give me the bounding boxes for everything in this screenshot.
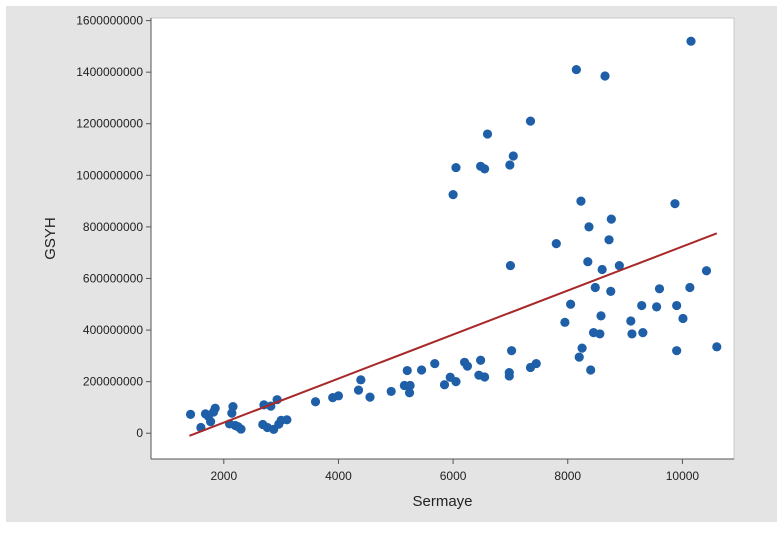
y-tick-label: 600000000 — [83, 271, 143, 285]
data-point — [185, 409, 196, 419]
x-tick-label: 6000 — [440, 469, 467, 483]
data-point — [604, 235, 614, 245]
data-point — [439, 380, 450, 390]
data-point — [652, 302, 662, 312]
data-point — [590, 282, 600, 293]
data-point — [614, 260, 624, 271]
fit-line-layer — [189, 232, 718, 437]
data-point — [386, 386, 396, 397]
data-point — [480, 372, 490, 382]
data-point — [597, 264, 607, 275]
data-point — [505, 160, 515, 170]
data-point — [508, 151, 518, 161]
data-point — [595, 329, 605, 339]
y-tick-label: 0 — [136, 426, 143, 440]
x-axis-label: Sermaye — [412, 493, 472, 510]
data-point — [606, 214, 616, 224]
data-point — [596, 311, 606, 321]
data-point — [365, 392, 375, 402]
data-point — [571, 64, 581, 75]
data-point — [574, 352, 584, 362]
data-point — [310, 397, 321, 407]
data-point — [627, 329, 637, 339]
data-point — [670, 199, 680, 209]
plot-area — [150, 17, 735, 460]
data-point — [686, 36, 696, 46]
data-point — [356, 375, 366, 385]
data-point — [430, 358, 440, 369]
data-point — [672, 346, 682, 356]
data-point — [600, 71, 610, 81]
x-tick-label: 4000 — [325, 469, 352, 483]
data-point — [462, 361, 473, 371]
data-point — [583, 257, 593, 267]
data-point — [626, 316, 636, 326]
data-point — [353, 385, 364, 395]
data-point — [451, 162, 461, 173]
data-point — [678, 313, 688, 324]
data-point — [448, 190, 458, 200]
data-point — [577, 343, 587, 353]
x-tick-label: 10000 — [666, 469, 700, 483]
x-axis: 2000 4000 6000 8000 10000 — [151, 458, 734, 483]
y-axis: 0 200000000 400000000 600000000 800000000 100… — [76, 14, 152, 459]
x-tick-label: 2000 — [210, 469, 237, 483]
data-point — [654, 284, 665, 294]
data-point — [586, 365, 596, 375]
data-point — [206, 417, 216, 427]
y-tick-label: 400000000 — [83, 323, 143, 337]
data-point — [402, 365, 412, 376]
y-tick-label: 200000000 — [83, 375, 143, 389]
data-point — [638, 328, 648, 338]
y-axis-label: GSYH — [42, 217, 59, 260]
data-point — [228, 402, 238, 412]
data-point — [333, 391, 344, 401]
data-point — [531, 358, 541, 369]
data-point — [506, 346, 517, 356]
data-point — [504, 371, 514, 381]
data-point — [404, 388, 415, 398]
data-point — [685, 282, 695, 293]
data-point — [416, 365, 427, 375]
data-point — [551, 239, 561, 249]
data-point — [505, 260, 516, 271]
data-point — [451, 377, 461, 387]
y-tick-label: 1600000000 — [76, 14, 143, 28]
y-tick-label: 1000000000 — [76, 168, 143, 182]
y-tick-label: 1400000000 — [76, 65, 143, 79]
data-point — [576, 196, 586, 206]
data-point — [480, 164, 490, 174]
data-point — [701, 266, 712, 276]
data-point — [405, 380, 415, 391]
data-point — [525, 116, 536, 126]
data-point — [637, 300, 647, 311]
regression-line — [189, 232, 718, 437]
x-tick-label: 8000 — [554, 469, 581, 483]
data-point — [566, 299, 576, 309]
data-point — [482, 129, 493, 139]
y-tick-label: 1200000000 — [76, 117, 143, 131]
data-point — [712, 342, 722, 352]
data-points — [185, 36, 722, 434]
y-tick-label: 800000000 — [83, 220, 143, 234]
data-point — [282, 415, 292, 425]
data-point — [560, 317, 570, 327]
data-point — [210, 403, 220, 413]
data-point — [584, 222, 594, 232]
data-point — [672, 300, 682, 311]
data-point — [476, 355, 486, 365]
data-point — [606, 286, 616, 296]
data-point — [236, 424, 246, 434]
